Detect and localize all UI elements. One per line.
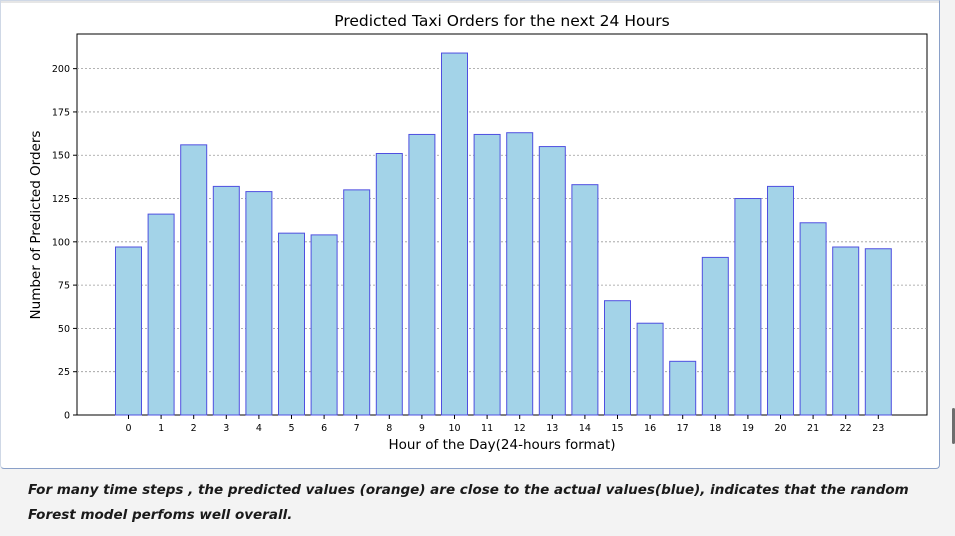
bar [636, 322, 664, 416]
x-tick-label: 12 [514, 423, 526, 434]
bar [408, 133, 436, 416]
y-tick-label: 200 [52, 64, 70, 75]
bar [147, 213, 175, 416]
bar [245, 191, 273, 416]
x-tick-label: 0 [125, 423, 131, 434]
bar [506, 132, 534, 416]
bar [832, 246, 860, 416]
x-tick-label: 2 [191, 423, 197, 434]
bar [767, 185, 794, 416]
x-tick-label: 4 [256, 423, 262, 434]
y-tick-label: 0 [64, 411, 70, 422]
bars [115, 52, 892, 416]
bar [441, 52, 468, 416]
bar [473, 133, 501, 416]
output-top-border [1, 1, 939, 3]
x-tick-label: 13 [546, 423, 558, 434]
x-tick-label: 20 [774, 423, 786, 434]
bar [278, 232, 305, 416]
x-tick-label: 23 [872, 423, 884, 434]
x-tick-label: 3 [223, 423, 229, 434]
y-tick-label: 100 [52, 237, 70, 248]
x-tick-label: 7 [354, 423, 360, 434]
bar [864, 248, 892, 416]
bar [115, 246, 142, 416]
x-axis-ticks: 0 1 2 3 4 5 6 7 8 9 10 11 12 13 14 15 16 17 18 19 20 21 22 23 [125, 415, 884, 434]
x-tick-label: 18 [709, 423, 721, 434]
x-tick-label: 11 [481, 423, 493, 434]
bar [310, 234, 338, 416]
bar [375, 152, 403, 416]
bar [180, 144, 208, 416]
y-axis-ticks: 0 25 50 75 100 125 150 175 200 [52, 64, 77, 422]
x-tick-label: 14 [579, 423, 591, 434]
bar [571, 184, 599, 416]
bar [701, 256, 729, 416]
y-tick-label: 125 [52, 194, 70, 205]
x-tick-label: 8 [386, 423, 392, 434]
x-axis-label: Hour of the Day(24-hours format) [388, 437, 615, 453]
bar [343, 189, 371, 416]
x-tick-label: 19 [742, 423, 754, 434]
x-tick-label: 1 [158, 423, 164, 434]
bar [212, 185, 240, 416]
y-tick-label: 175 [52, 107, 70, 118]
bar [669, 360, 697, 416]
x-tick-label: 22 [840, 423, 852, 434]
bar [799, 222, 827, 416]
x-tick-label: 10 [448, 423, 460, 434]
y-axis-label: Number of Predicted Orders [28, 131, 44, 320]
x-tick-label: 9 [419, 423, 425, 434]
x-tick-label: 5 [288, 423, 294, 434]
x-tick-label: 16 [644, 423, 656, 434]
y-tick-label: 50 [58, 324, 70, 335]
y-tick-label: 150 [52, 151, 70, 162]
x-tick-label: 17 [677, 423, 689, 434]
markdown-caption: For many time steps , the predicted valu… [28, 482, 909, 523]
scroll-indicator[interactable] [952, 408, 955, 444]
bar [604, 300, 631, 416]
bar [538, 146, 566, 416]
x-tick-label: 21 [807, 423, 819, 434]
y-tick-label: 25 [58, 367, 70, 378]
x-tick-label: 6 [321, 423, 327, 434]
chart-title: Predicted Taxi Orders for the next 24 Ho… [334, 12, 669, 30]
x-tick-label: 15 [611, 423, 623, 434]
bar [734, 198, 762, 416]
y-tick-label: 75 [58, 281, 70, 292]
